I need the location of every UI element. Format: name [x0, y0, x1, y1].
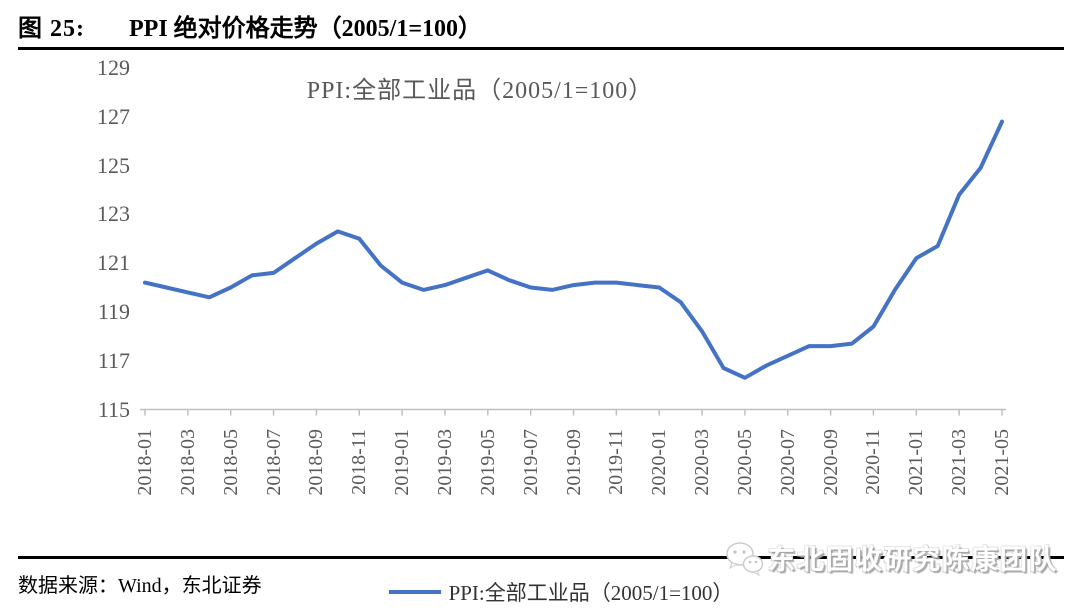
legend-label: PPI:全部工业品（2005/1=100）: [448, 581, 734, 605]
x-axis-label: 2020-07: [776, 428, 799, 496]
x-axis-label: 2020-01: [648, 428, 671, 496]
chart-legend: PPI:全部工业品（2005/1=100）: [0, 577, 1080, 607]
y-axis-label: 115: [97, 396, 130, 422]
y-axis-label: 125: [97, 152, 130, 178]
series-line: [143, 119, 1004, 380]
x-axis-label: 2019-05: [476, 428, 499, 496]
x-axis-label: 2018-03: [176, 428, 199, 496]
y-axis-label: 123: [97, 201, 130, 227]
x-axis-label: 2018-09: [305, 428, 328, 496]
x-axis-label: 2018-01: [134, 428, 156, 496]
x-axis-label: 2018-05: [219, 428, 242, 496]
figure-number: 图 25:: [18, 16, 85, 42]
x-axis-label: 2019-03: [433, 428, 456, 496]
x-axis-label: 2018-07: [262, 428, 285, 496]
x-axis-label: 2020-05: [733, 428, 756, 496]
data-source: 数据来源：Wind，东北证券: [18, 575, 262, 597]
bottom-divider: [18, 556, 1064, 559]
ppi-line-chart: PPI:全部工业品（2005/1=100） 115 117 119 121 123 125…: [0, 52, 1080, 605]
x-axis-label: 2018-11: [348, 428, 371, 495]
x-axis-label: 2019-07: [519, 428, 542, 496]
x-axis-label: 2019-11: [605, 428, 628, 495]
x-axis-label: 2021-05: [991, 428, 1013, 496]
figure-header: 图 25: PPI 绝对价格走势（2005/1=100）: [18, 8, 482, 43]
x-axis-label: 2019-01: [391, 428, 414, 496]
chart-svg: [140, 119, 1006, 416]
wechat-icon: [726, 541, 764, 576]
x-axis-label: 2020-03: [691, 428, 714, 496]
x-axis-label: 2020-09: [819, 428, 842, 496]
y-axis-label: 127: [97, 103, 130, 129]
watermark-text: 东北固收研究陈康团队: [768, 545, 1058, 575]
title-divider: [18, 47, 1064, 50]
y-axis-label: 129: [97, 54, 130, 80]
y-axis-label: 117: [97, 347, 130, 373]
watermark: 东北固收研究陈康团队: [724, 538, 1058, 577]
y-axis-label: 121: [97, 250, 130, 276]
x-axis-label: 2019-09: [562, 428, 585, 496]
x-axis-label: 2021-01: [905, 428, 928, 496]
x-axis-label: 2020-11: [862, 428, 885, 495]
chart-title: PPI:全部工业品（2005/1=100）: [306, 78, 654, 104]
y-axis-label: 119: [97, 298, 130, 324]
legend-line-swatch: [388, 590, 441, 594]
figure-title: PPI 绝对价格走势（2005/1=100）: [129, 16, 483, 42]
x-axis-label: 2021-03: [948, 428, 971, 496]
